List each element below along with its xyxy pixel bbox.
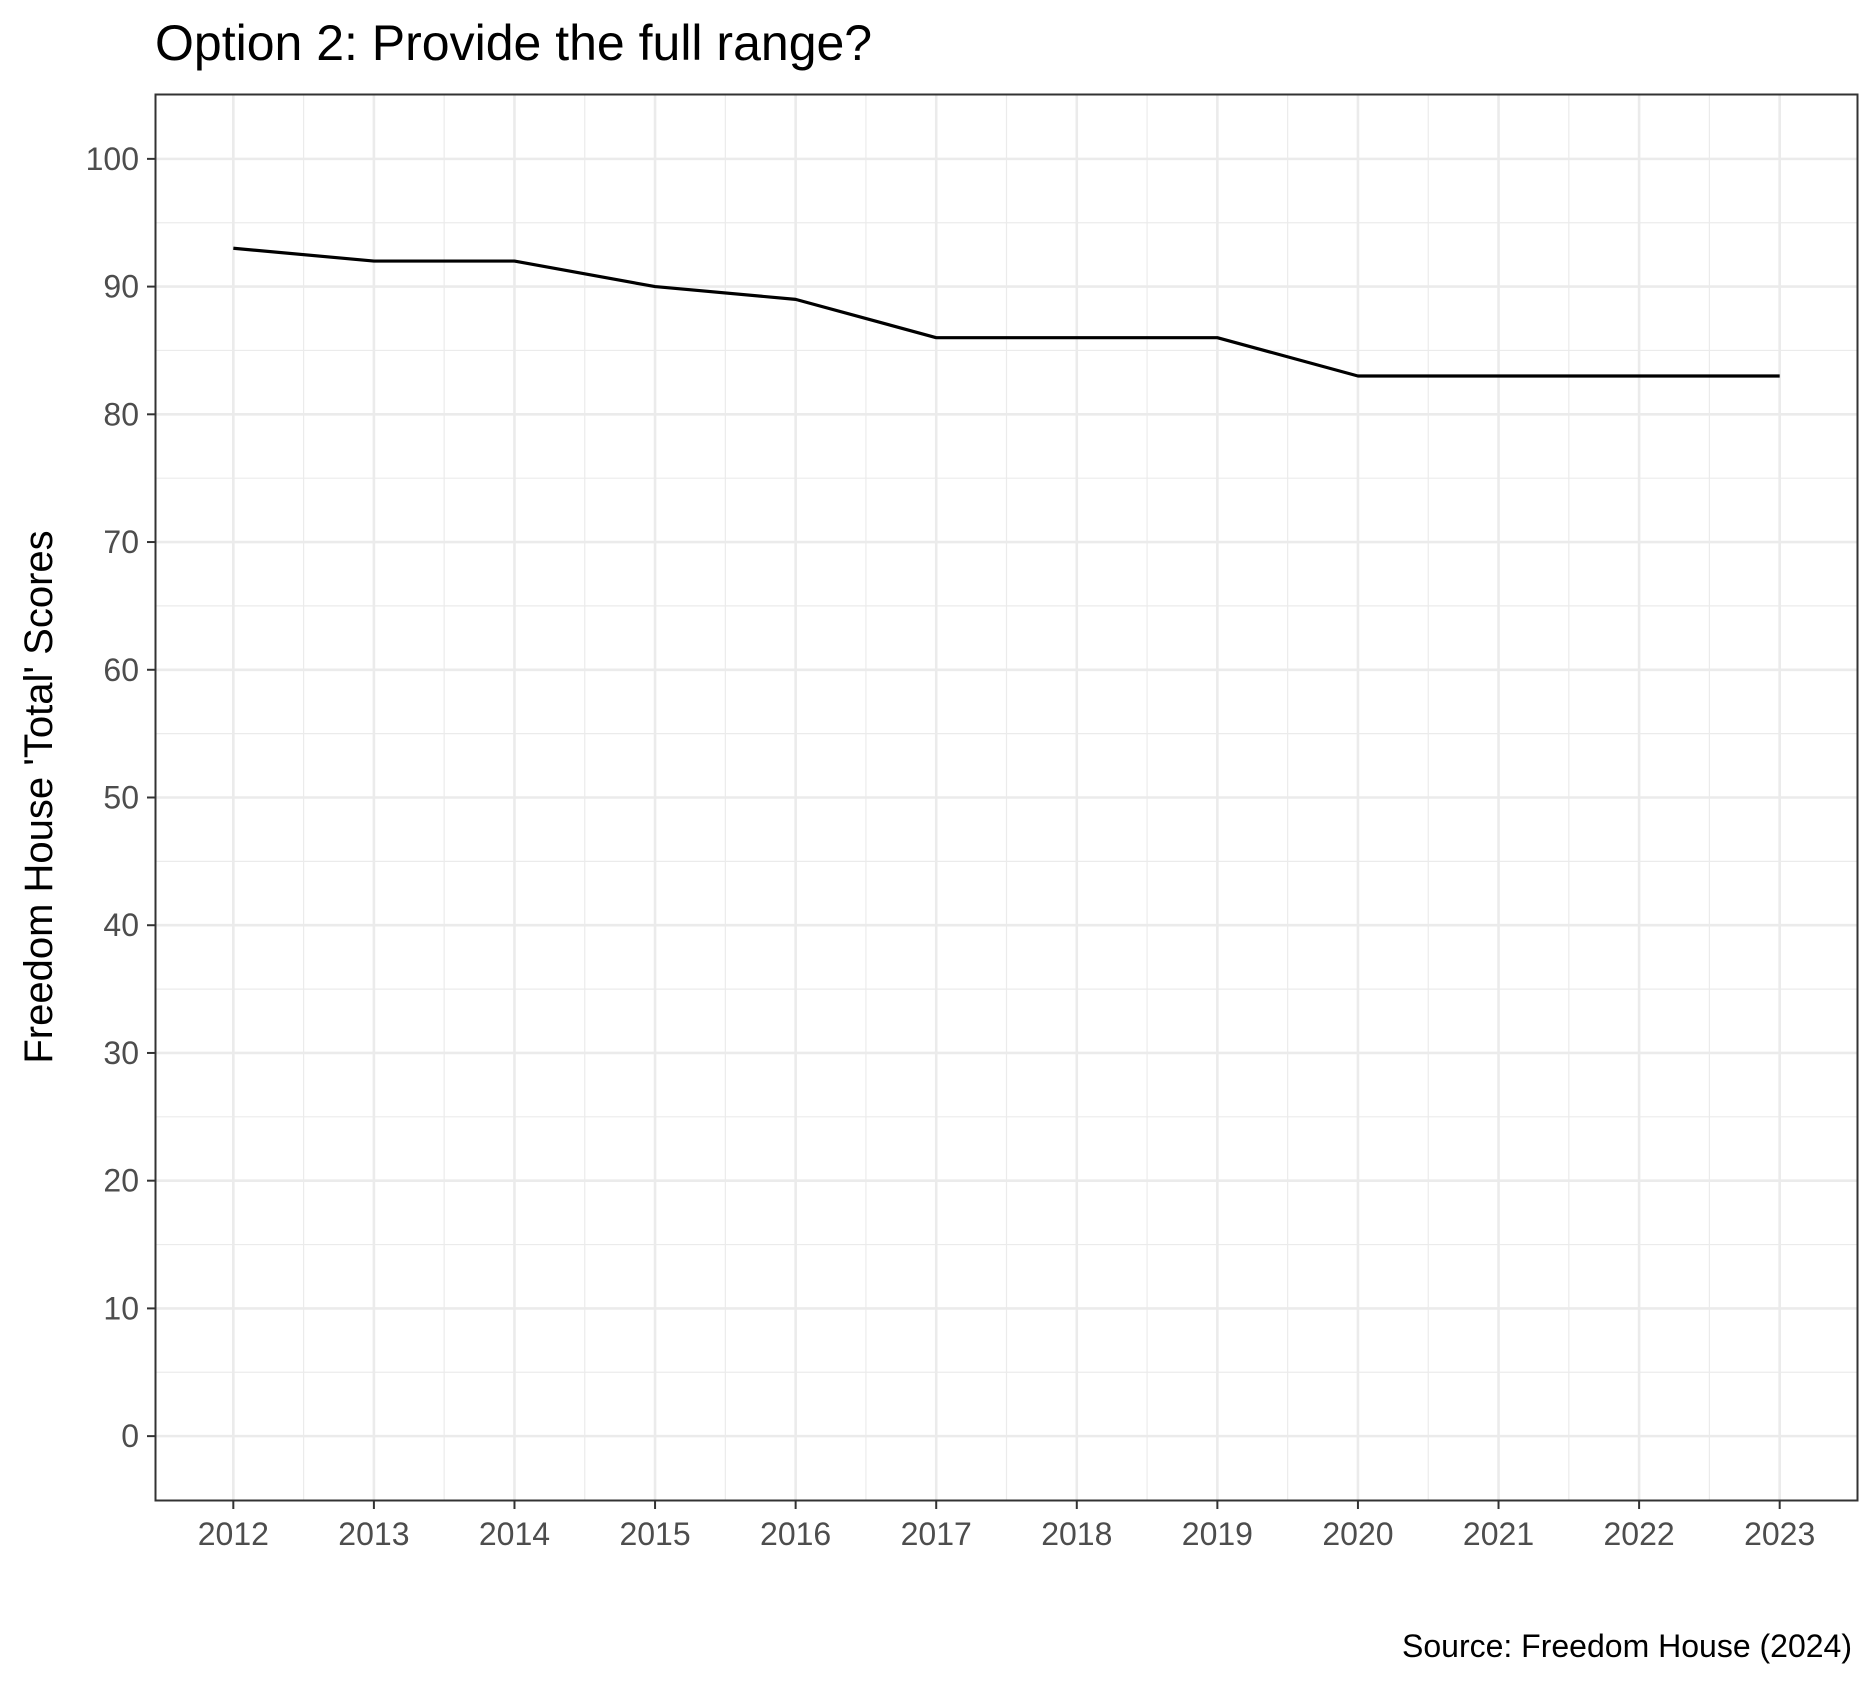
y-tick-label: 70 — [103, 524, 139, 560]
source-caption: Source: Freedom House (2024) — [1402, 1628, 1852, 1664]
y-tick-label: 100 — [86, 141, 139, 177]
x-tick-label: 2014 — [479, 1516, 550, 1552]
x-tick-label: 2021 — [1463, 1516, 1534, 1552]
major-gridlines — [156, 95, 1857, 1500]
x-tick-label: 2017 — [901, 1516, 972, 1552]
chart-title: Option 2: Provide the full range? — [155, 15, 872, 71]
x-tick-label: 2020 — [1322, 1516, 1393, 1552]
y-axis-title: Freedom House 'Total' Scores — [17, 530, 61, 1063]
y-tick-label: 80 — [103, 396, 139, 432]
y-tick-label: 90 — [103, 269, 139, 305]
y-tick-label: 10 — [103, 1290, 139, 1326]
y-tick-label: 50 — [103, 780, 139, 816]
y-tick-label: 0 — [121, 1418, 139, 1454]
x-tick-label: 2012 — [198, 1516, 269, 1552]
y-tick-label: 30 — [103, 1035, 139, 1071]
x-tick-label: 2022 — [1604, 1516, 1675, 1552]
x-axis: 2012 2013 2014 2015 2016 2017 2018 2019 2020 2021… — [198, 1500, 1815, 1552]
x-tick-label: 2019 — [1182, 1516, 1253, 1552]
minor-gridlines — [156, 95, 1857, 1500]
x-tick-label: 2015 — [619, 1516, 690, 1552]
y-tick-label: 40 — [103, 907, 139, 943]
x-tick-label: 2013 — [338, 1516, 409, 1552]
x-tick-label: 2018 — [1041, 1516, 1112, 1552]
x-tick-label: 2023 — [1744, 1516, 1815, 1552]
series-line — [233, 246, 1780, 378]
y-axis: 0 10 20 30 40 50 60 70 80 90 100 — [86, 141, 156, 1454]
x-tick-label: 2016 — [760, 1516, 831, 1552]
y-tick-label: 60 — [103, 652, 139, 688]
y-tick-label: 20 — [103, 1163, 139, 1199]
series-layer — [233, 246, 1780, 378]
